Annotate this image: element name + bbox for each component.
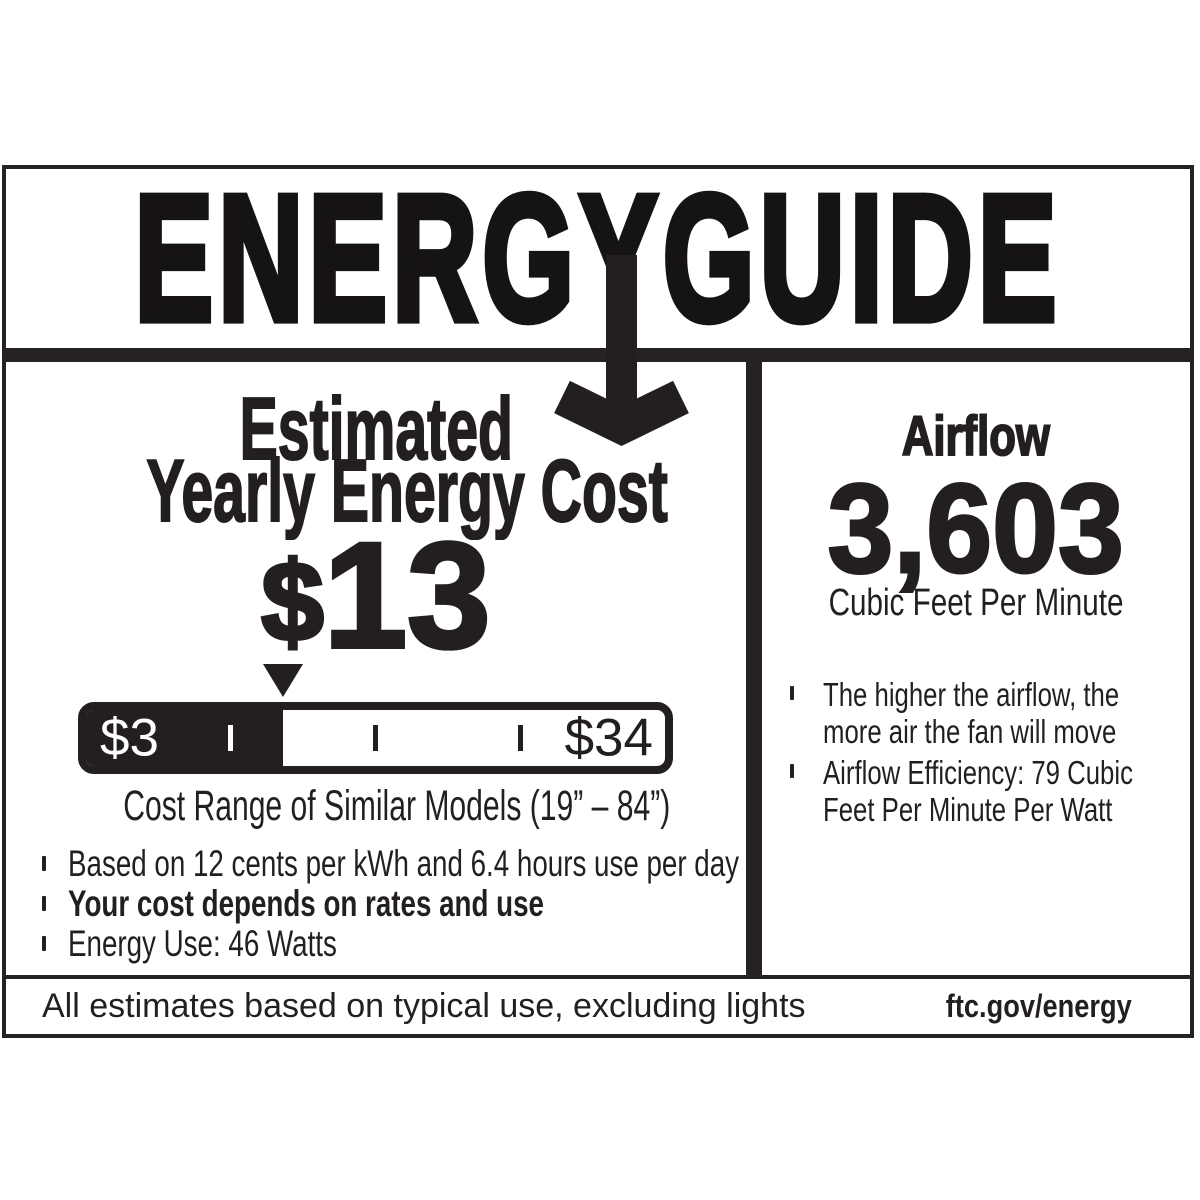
- left-bullet-list: Based on 12 cents per kWh and 6.4 hours …: [42, 844, 963, 964]
- ftc-url: ftc.gov/energy: [946, 988, 1132, 1024]
- bullet-row: Based on 12 cents per kWh and 6.4 hours …: [42, 844, 963, 884]
- range-tick-icon: [373, 725, 378, 751]
- cost-heading-line1: Estimated: [239, 379, 514, 478]
- bullet-icon: [42, 936, 46, 951]
- airflow-unit: Cubic Feet Per Minute: [828, 582, 1124, 624]
- footer-bar: All estimates based on typical use, excl…: [6, 975, 1190, 1034]
- yearly-cost-value: $13: [6, 518, 746, 672]
- bullet-icon: [790, 764, 794, 778]
- footer-disclaimer: All estimates based on typical use, excl…: [42, 987, 806, 1025]
- airflow-title: Airflow: [901, 404, 1051, 468]
- bullet-row: Your cost depends on rates and use: [42, 884, 963, 924]
- bullet-icon: [790, 686, 794, 700]
- bullet-icon: [42, 896, 46, 911]
- cost-range-fill: [86, 710, 283, 766]
- currency-symbol: $: [259, 537, 325, 666]
- left-panel: Estimated Yearly Energy Cost $13 $3 $34 …: [6, 362, 746, 975]
- range-tick-icon: [517, 725, 523, 751]
- bullet-row: Airflow Efficiency: 79 Cubic Feet Per Mi…: [790, 754, 1200, 828]
- range-max-label: $34: [564, 708, 653, 768]
- airflow-value: 3,603: [826, 458, 1125, 599]
- cost-range-bar: $3 $34: [78, 702, 673, 774]
- horizontal-divider: [6, 348, 1190, 362]
- range-min-label: $3: [100, 708, 159, 768]
- cost-marker-icon: [262, 664, 303, 697]
- bullet-row: The higher the airflow, the more air the…: [790, 676, 1200, 750]
- bullet-row: Energy Use: 46 Watts: [42, 924, 963, 964]
- range-tick-icon: [228, 725, 234, 751]
- bullet-icon: [42, 856, 46, 871]
- vertical-divider: [746, 362, 762, 975]
- energy-guide-label: ENERGYGUIDE Estimated Yearly Energy Cost…: [2, 154, 1194, 1038]
- cost-digits: 13: [322, 511, 493, 679]
- right-panel: Airflow 3,603 Cubic Feet Per Minute The …: [762, 362, 1190, 975]
- logo-row: ENERGYGUIDE: [6, 154, 1190, 362]
- energyguide-logo: ENERGYGUIDE: [132, 154, 1062, 362]
- cost-heading-line2: Yearly Energy Cost: [146, 441, 669, 540]
- right-bullet-list: The higher the airflow, the more air the…: [790, 676, 1200, 832]
- cost-range-caption: Cost Range of Similar Models (19” – 84”): [123, 782, 671, 830]
